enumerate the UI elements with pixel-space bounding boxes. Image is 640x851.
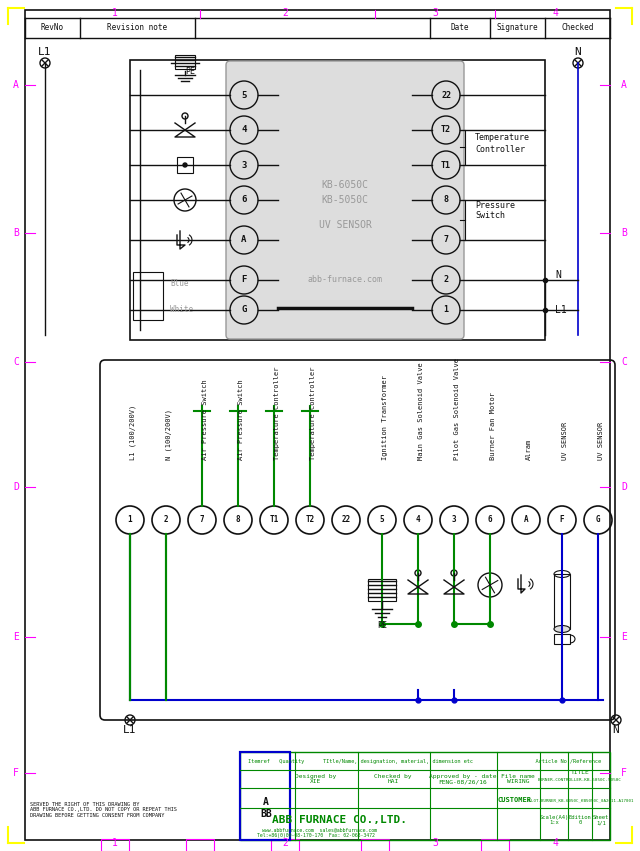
Text: Designed by
XIE: Designed by XIE — [296, 774, 337, 785]
Text: Edition
0: Edition 0 — [568, 814, 591, 825]
Text: UV SENSOR: UV SENSOR — [319, 220, 371, 230]
Text: E: E — [13, 632, 19, 642]
Text: Blue: Blue — [170, 278, 189, 288]
Text: 3: 3 — [432, 838, 438, 848]
Text: 6: 6 — [488, 516, 492, 524]
Text: 3: 3 — [432, 8, 438, 18]
Text: C: C — [621, 357, 627, 367]
Text: Signature: Signature — [497, 24, 538, 32]
Text: N: N — [555, 270, 561, 280]
Text: Temperature: Temperature — [475, 134, 530, 142]
Text: 5: 5 — [380, 516, 384, 524]
Text: 8: 8 — [444, 196, 449, 204]
Bar — [130, 60, 545, 340]
Text: Approved by - date
FENG-08/26/16: Approved by - date FENG-08/26/16 — [429, 774, 497, 785]
Text: Switch: Switch — [475, 210, 505, 220]
Text: 7: 7 — [200, 516, 204, 524]
Text: A
BB: A BB — [260, 797, 272, 819]
Text: CUSTOMER: CUSTOMER — [497, 797, 531, 803]
Bar — [554, 634, 570, 644]
Text: Sheet
1/1: Sheet 1/1 — [593, 814, 609, 825]
Text: F: F — [241, 276, 246, 284]
Text: Temperature Controller: Temperature Controller — [274, 367, 280, 460]
Text: Itemref   Quantity      TItle/Name, designation, material, dimension etc        : Itemref Quantity TItle/Name, designation… — [248, 758, 602, 763]
Text: Scale(A4)
1:x: Scale(A4) 1:x — [540, 814, 568, 825]
Text: 6: 6 — [241, 196, 246, 204]
Text: D: D — [13, 482, 19, 492]
Bar — [554, 574, 570, 629]
Text: L1: L1 — [38, 47, 52, 57]
Text: 4: 4 — [552, 8, 558, 18]
Text: Main Gas Solenoid Valve: Main Gas Solenoid Valve — [418, 363, 424, 460]
Text: Ignition Transformer: Ignition Transformer — [382, 375, 388, 460]
Bar — [177, 157, 193, 173]
Text: 3: 3 — [452, 516, 456, 524]
Bar — [133, 272, 163, 320]
Text: F: F — [560, 516, 564, 524]
Text: B: B — [13, 228, 19, 238]
Text: Date: Date — [451, 24, 469, 32]
Bar — [271, 839, 299, 851]
Text: G: G — [241, 306, 246, 315]
Text: KB-5050C: KB-5050C — [321, 195, 369, 205]
Text: Temperature Controller: Temperature Controller — [310, 367, 316, 460]
Text: KB-6050C: KB-6050C — [321, 180, 369, 190]
Text: 4: 4 — [552, 838, 558, 848]
Text: B: B — [621, 228, 627, 238]
Text: 22: 22 — [341, 516, 351, 524]
Text: A: A — [524, 516, 528, 524]
Text: White: White — [170, 306, 193, 315]
Text: UV SENSOR: UV SENSOR — [598, 422, 604, 460]
Text: 2: 2 — [282, 838, 288, 848]
Text: 4: 4 — [241, 125, 246, 134]
Text: 1: 1 — [128, 516, 132, 524]
Text: 8: 8 — [236, 516, 240, 524]
Text: 2: 2 — [164, 516, 168, 524]
Text: T2: T2 — [305, 516, 315, 524]
Text: Pressure: Pressure — [475, 201, 515, 209]
Bar — [240, 752, 290, 840]
Text: N (100/200V): N (100/200V) — [166, 409, 173, 460]
Text: 2: 2 — [444, 276, 449, 284]
Text: D: D — [621, 482, 627, 492]
Text: E: E — [621, 632, 627, 642]
Text: Controller: Controller — [475, 145, 525, 153]
Text: BURNER-CONTROLLER-KB-6050C-5050C: BURNER-CONTROLLER-KB-6050C-5050C — [538, 778, 622, 782]
Text: G: G — [596, 516, 600, 524]
Text: 7: 7 — [444, 236, 449, 244]
Text: UV SENSOR: UV SENSOR — [562, 422, 568, 460]
Text: Checked: Checked — [561, 24, 594, 32]
Text: PILOT-BURNER_KB-6050C_KB5050C_0A2011-A17001: PILOT-BURNER_KB-6050C_KB5050C_0A2011-A17… — [526, 798, 634, 802]
Text: 1: 1 — [112, 8, 118, 18]
Text: T2: T2 — [441, 125, 451, 134]
Text: Revision note: Revision note — [108, 24, 168, 32]
Bar — [240, 752, 290, 840]
Text: Air Pressure Switch: Air Pressure Switch — [202, 380, 208, 460]
Text: PE: PE — [377, 620, 387, 630]
Text: 1: 1 — [444, 306, 449, 315]
Text: Alram: Alram — [526, 439, 532, 460]
Text: File name
WIRING: File name WIRING — [501, 774, 535, 785]
Bar — [481, 839, 509, 851]
Text: C: C — [13, 357, 19, 367]
Ellipse shape — [554, 625, 570, 632]
Text: RevNo: RevNo — [41, 24, 64, 32]
Text: PE: PE — [185, 66, 195, 76]
Text: abb-furnace.com: abb-furnace.com — [307, 276, 383, 284]
Circle shape — [183, 163, 187, 167]
Text: A: A — [13, 80, 19, 90]
Bar — [240, 752, 610, 840]
Text: L1 (100/200V): L1 (100/200V) — [130, 405, 136, 460]
Text: A: A — [621, 80, 627, 90]
Text: F: F — [13, 768, 19, 778]
Text: A: A — [241, 236, 246, 244]
Bar — [368, 579, 396, 601]
Text: 22: 22 — [441, 90, 451, 100]
FancyBboxPatch shape — [226, 61, 464, 339]
Text: L1: L1 — [124, 725, 137, 735]
Text: L1: L1 — [555, 305, 567, 315]
Bar — [101, 839, 129, 851]
Text: 2: 2 — [282, 8, 288, 18]
Text: TITLE: TITLE — [571, 769, 589, 774]
Text: 5: 5 — [241, 90, 246, 100]
